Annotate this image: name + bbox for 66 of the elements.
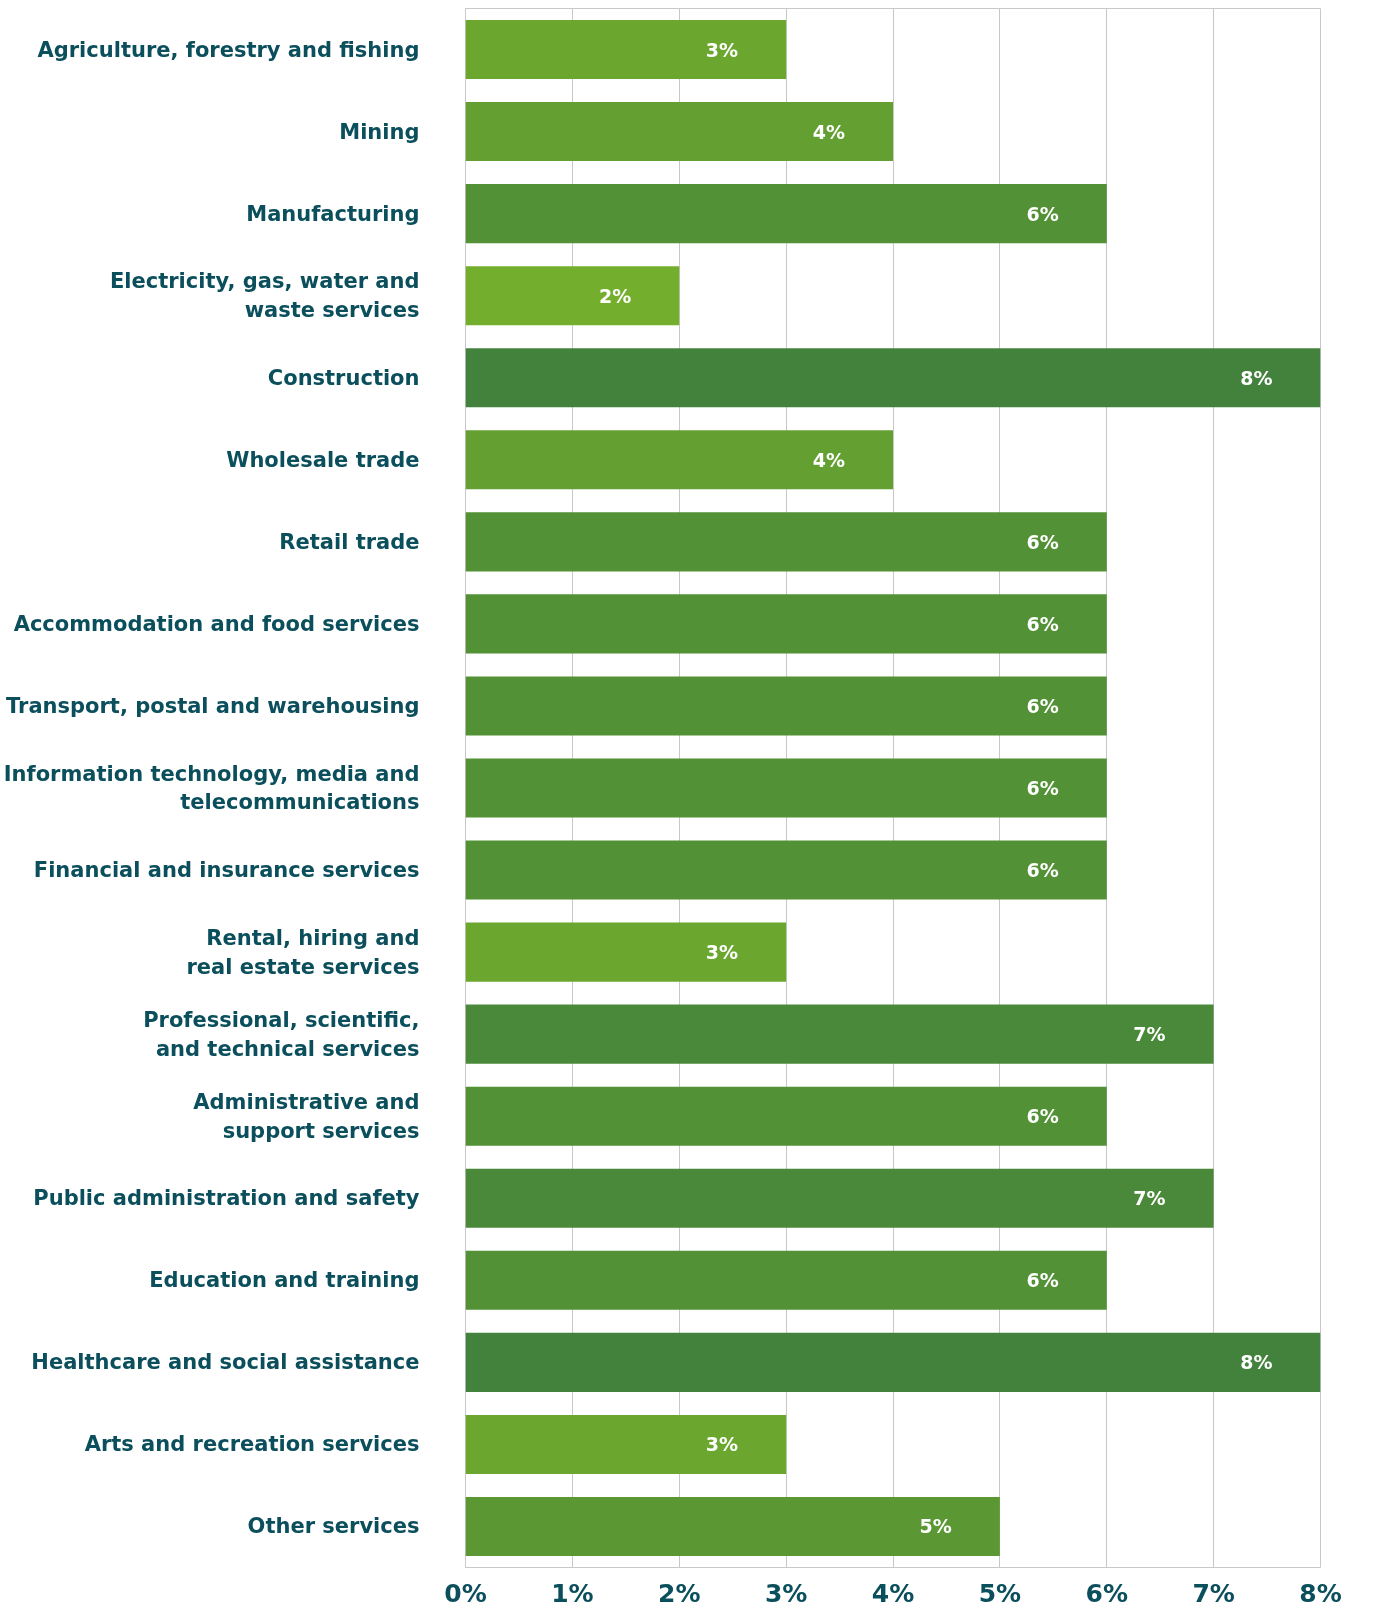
x-tick-label: 7% [1192, 1578, 1235, 1608]
bar [465, 1168, 1214, 1228]
data-label: 2% [598, 284, 632, 307]
data-label: 6% [1026, 1269, 1059, 1292]
y-tick-label: Electricity, gas, water and waste services [109, 269, 420, 323]
x-tick-label: 0% [444, 1578, 487, 1608]
data-label: 6% [1026, 1105, 1059, 1128]
y-tick-label: Financial and insurance services [33, 858, 420, 883]
bar [465, 922, 787, 982]
data-label: 6% [1026, 612, 1059, 635]
y-tick-label: Transport, postal and warehousing [6, 693, 420, 718]
y-tick-label: Accommodation and food services [13, 611, 420, 636]
bar [465, 1332, 1321, 1392]
bar [465, 430, 893, 490]
bar [465, 19, 787, 80]
y-tick-label: Public administration and safety [33, 1186, 420, 1211]
bar [465, 1004, 1214, 1064]
y-tick-label: Education and training [149, 1268, 420, 1293]
data-label: 6% [1026, 777, 1059, 799]
data-label: 6% [1026, 694, 1059, 717]
y-tick-label: Manufacturing [246, 201, 420, 226]
y-tick-label: Rental, hiring and real estate services [186, 925, 420, 979]
y-tick-label: Administrative and support services [193, 1089, 420, 1143]
data-label: 3% [705, 1433, 739, 1456]
y-tick-label: Arts and recreation services [84, 1432, 420, 1457]
y-tick-label: Mining [339, 119, 420, 144]
bar [465, 266, 680, 326]
data-label: 3% [705, 38, 739, 61]
x-tick-label: 6% [1085, 1578, 1128, 1608]
x-tick-label: 2% [658, 1578, 701, 1608]
data-label: 7% [1133, 1187, 1166, 1210]
bar [465, 102, 893, 162]
data-label: 6% [1026, 202, 1059, 225]
x-tick-label: 8% [1299, 1578, 1342, 1608]
bar [465, 1086, 1107, 1146]
x-tick-label: 3% [764, 1578, 808, 1608]
data-label: 3% [705, 941, 739, 964]
bar [465, 676, 1107, 736]
data-label: 4% [812, 120, 846, 143]
x-tick-label: 4% [871, 1578, 915, 1608]
y-tick-label: Wholesale trade [226, 447, 420, 472]
data-label: 5% [919, 1515, 952, 1538]
data-label: 7% [1133, 1023, 1166, 1046]
y-tick-label: Other services [247, 1514, 420, 1539]
bar [465, 1414, 787, 1474]
data-label: 6% [1026, 530, 1059, 553]
bar [465, 184, 1107, 244]
data-label: 4% [812, 448, 846, 471]
bar [465, 512, 1107, 572]
bar [465, 758, 1107, 818]
bar [465, 594, 1107, 654]
data-label: 8% [1240, 366, 1273, 389]
data-label: 8% [1240, 1351, 1273, 1374]
bar [465, 840, 1107, 900]
x-tick-label: 1% [551, 1578, 594, 1608]
bar [465, 348, 1321, 408]
y-tick-label: Retail trade [279, 529, 420, 554]
bar [465, 1250, 1107, 1310]
y-tick-label: Professional, scientific, and technical services [143, 1007, 420, 1061]
x-tick-label: 5% [978, 1578, 1022, 1608]
data-label: 6% [1026, 859, 1059, 882]
y-tick-label: Construction [267, 365, 420, 390]
y-tick-label: Agriculture, forestry and fishing [37, 37, 420, 62]
bar [465, 1496, 1000, 1557]
y-tick-label: Information technology, media and telecommunications [3, 761, 420, 815]
y-tick-label: Healthcare and social assistance [31, 1350, 420, 1375]
